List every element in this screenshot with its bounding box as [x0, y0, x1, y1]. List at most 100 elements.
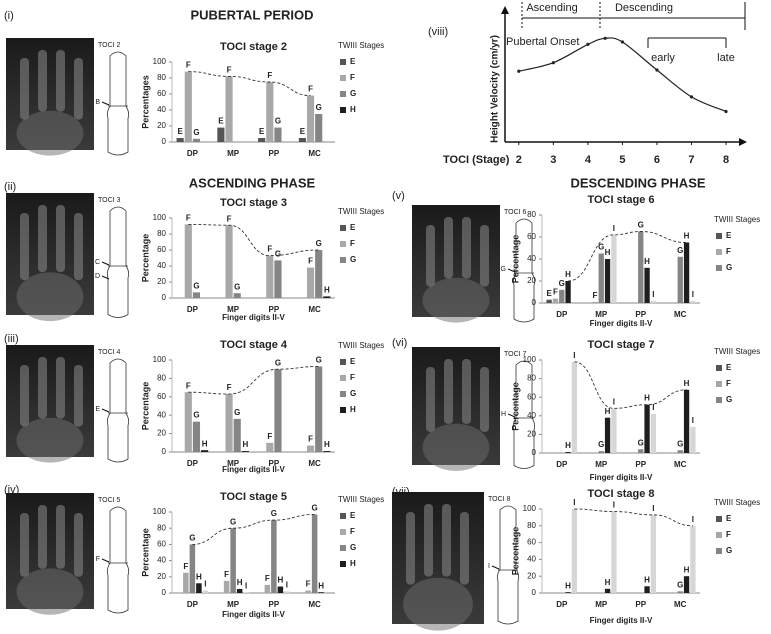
bone-arrow — [101, 275, 110, 280]
y-tick-label: 0 — [532, 448, 537, 457]
bar-label: H — [202, 439, 208, 448]
x-tick-label: 7 — [688, 154, 694, 166]
bar-label: I — [573, 498, 575, 507]
bar-label: H — [324, 440, 330, 449]
xray-finger — [56, 505, 65, 569]
legend-label: F — [726, 379, 731, 388]
bar — [274, 260, 282, 298]
y-axis-label: Percentage — [510, 235, 520, 284]
y-tick-label: 60 — [157, 392, 166, 401]
bar — [306, 445, 315, 452]
x-tick-label: DP — [187, 600, 199, 609]
bar — [650, 413, 657, 453]
x-tick-label: MP — [227, 149, 240, 158]
xray-label: TOCI 3 — [98, 197, 121, 204]
chart-title: TOCI stage 7 — [587, 339, 654, 351]
panel-label: (i) — [4, 10, 14, 22]
data-point — [603, 36, 607, 40]
y-tick-label: 60 — [157, 540, 166, 549]
bar-label: F — [186, 381, 191, 390]
xray-finger — [20, 513, 29, 577]
bar-label: I — [204, 580, 206, 589]
bar-label: I — [652, 290, 654, 299]
legend-title: TWIII Stages — [714, 347, 760, 356]
trend-line — [188, 223, 319, 257]
y-tick-label: 0 — [162, 293, 167, 302]
legend-swatch — [340, 241, 346, 247]
bar — [571, 509, 578, 593]
legend-swatch — [340, 91, 346, 97]
bar — [183, 572, 189, 593]
y-axis-label: Percentage — [510, 527, 520, 576]
x-tick-label: PP — [635, 600, 646, 609]
annotation: early — [651, 52, 675, 64]
xray-finger — [56, 357, 65, 419]
bar-label: F — [186, 214, 191, 223]
xray-finger — [462, 359, 471, 424]
legend-swatch — [340, 561, 346, 567]
bar — [565, 592, 571, 593]
bar — [192, 138, 201, 142]
bar-label: G — [677, 580, 683, 589]
bone-sketch — [512, 218, 536, 323]
xray-finger — [480, 225, 489, 287]
bar-label: F — [183, 562, 188, 571]
bar-label: I — [613, 501, 615, 510]
xray-finger — [38, 357, 47, 419]
bar-label: H — [565, 270, 571, 279]
legend-label: E — [726, 514, 732, 523]
bar — [315, 366, 323, 452]
x-axis-label: Finger digits II-V — [590, 616, 653, 625]
x-tick-label: MC — [674, 310, 687, 319]
bar-label: G — [275, 250, 281, 259]
bone-arrow — [101, 101, 110, 106]
y-axis-label: Percentages — [140, 75, 150, 129]
legend-label: E — [726, 363, 732, 372]
legend-swatch — [716, 233, 722, 239]
bar — [677, 256, 683, 303]
xray-finger — [406, 512, 415, 585]
xray-label: TOCI 5 — [98, 497, 121, 504]
bar — [546, 299, 552, 303]
xray-finger — [56, 205, 65, 273]
legend-label: H — [350, 559, 356, 568]
section-heading: ASCENDING PHASE — [189, 175, 316, 190]
bar — [598, 253, 604, 303]
y-tick-label: 100 — [153, 355, 167, 364]
legend-label: G — [350, 543, 356, 552]
bar-label: H — [605, 578, 611, 587]
x-tick-label: PP — [269, 459, 280, 468]
x-tick-label: MC — [308, 459, 321, 468]
xray-palm — [16, 110, 84, 156]
bar — [184, 224, 192, 298]
legend-label: E — [350, 57, 356, 66]
bar-label: F — [186, 61, 191, 70]
bar-label: G — [316, 239, 322, 248]
xray-finger — [442, 504, 451, 577]
bone-arrow — [101, 408, 110, 413]
bar — [323, 451, 331, 452]
data-point — [586, 42, 590, 47]
x-tick-label: 4 — [585, 154, 592, 166]
bar-label: H — [242, 440, 248, 449]
bone-sketch — [512, 360, 536, 469]
y-tick-label: 80 — [157, 523, 166, 532]
xray-finger — [480, 367, 489, 432]
bone-sketch — [496, 505, 520, 625]
y-axis-label: Percentage — [140, 234, 150, 283]
y-tick-label: 100 — [153, 57, 167, 66]
data-point — [655, 68, 659, 72]
bar — [225, 76, 233, 142]
y-tick-label: 80 — [527, 374, 536, 383]
bar-label: F — [265, 574, 270, 583]
bar-label: H — [684, 565, 690, 574]
xray-finger — [38, 205, 47, 273]
bar — [604, 417, 611, 453]
x-axis-label: Finger digits II-V — [222, 465, 285, 474]
y-tick-label: 40 — [527, 254, 536, 263]
xray-finger — [20, 213, 29, 281]
bar-label: H — [605, 248, 611, 257]
bar-label: G — [598, 440, 604, 449]
y-tick-label: 20 — [157, 429, 166, 438]
bar — [559, 289, 565, 303]
